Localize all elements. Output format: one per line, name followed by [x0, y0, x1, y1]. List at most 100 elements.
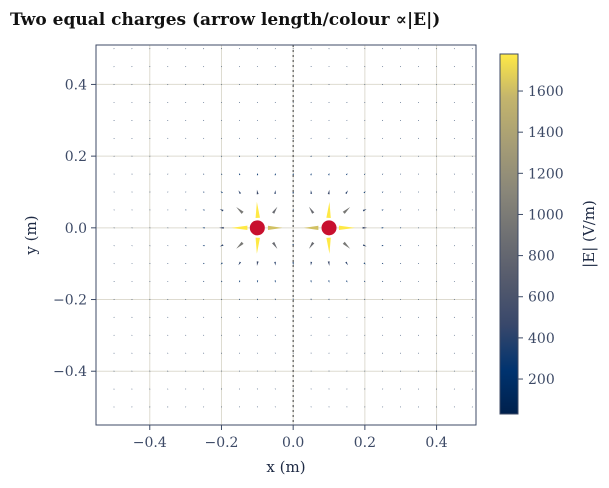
field-arrow: [435, 84, 437, 86]
field-arrow: [435, 191, 437, 193]
field-arrow: [149, 280, 151, 282]
field-arrow: [471, 173, 473, 175]
field-arrow: [219, 209, 224, 212]
colorbar: [500, 54, 518, 414]
field-arrow: [274, 406, 276, 408]
field-arrow: [471, 155, 473, 157]
field-arrow: [202, 209, 205, 211]
field-arrow: [255, 201, 260, 219]
field-arrow: [435, 263, 437, 265]
field-arrow: [471, 298, 473, 300]
field-arrow: [256, 189, 259, 195]
field-arrow: [185, 388, 187, 390]
field-arrow: [256, 48, 258, 50]
field-arrow: [471, 352, 473, 354]
field-arrow: [435, 352, 437, 354]
y-tick-label: 0.4: [65, 77, 87, 93]
field-arrow: [363, 173, 366, 176]
field-arrow: [167, 334, 169, 336]
field-arrow: [417, 66, 419, 68]
field-arrow: [203, 370, 205, 372]
colorbar-tick-label: 1200: [528, 166, 564, 182]
field-arrow: [203, 119, 205, 121]
x-tick-label: 0.0: [282, 435, 304, 451]
field-arrow: [292, 352, 294, 354]
field-arrow: [364, 316, 366, 318]
field-arrow: [435, 406, 437, 408]
field-arrow: [435, 119, 437, 121]
field-arrow: [363, 280, 366, 283]
field-arrow: [131, 137, 133, 139]
field-arrow: [256, 406, 258, 408]
y-tick-label: −0.2: [53, 293, 87, 309]
field-arrow: [131, 227, 133, 229]
field-arrow: [274, 137, 276, 139]
field-arrow: [292, 48, 294, 50]
field-arrow: [400, 173, 402, 175]
field-arrow: [346, 352, 348, 354]
field-arrow: [113, 388, 115, 390]
field-arrow: [418, 227, 420, 229]
field-arrow: [342, 241, 351, 249]
field-arrow: [274, 119, 276, 121]
field-arrow: [185, 137, 187, 139]
field-arrow: [345, 173, 348, 176]
x-tick-label: 0.4: [425, 435, 447, 451]
field-arrow: [417, 370, 419, 372]
field-arrow: [149, 227, 151, 229]
grid-lines: [96, 45, 476, 425]
field-arrow: [471, 406, 473, 408]
field-arrow: [185, 191, 187, 193]
colorbar-frame: [499, 53, 519, 415]
field-arrow: [471, 84, 473, 86]
field-arrow: [292, 173, 294, 176]
field-arrow: [328, 119, 330, 121]
field-arrow: [149, 102, 151, 104]
field-arrow: [471, 245, 473, 247]
field-arrow: [310, 352, 312, 354]
field-arrow: [113, 66, 115, 68]
field-arrow: [326, 237, 331, 254]
field-arrow: [221, 388, 223, 390]
field-arrow: [221, 137, 223, 139]
field-arrow: [131, 173, 133, 175]
field-arrow: [203, 137, 205, 139]
field-arrow: [364, 137, 366, 139]
field-arrow: [417, 84, 419, 86]
x-tick-label: −0.4: [133, 435, 167, 451]
field-arrow: [202, 191, 205, 193]
field-arrow: [238, 261, 242, 266]
field-arrow: [221, 155, 223, 157]
field-arrow: [453, 316, 455, 318]
field-arrow: [203, 173, 205, 175]
field-arrow: [382, 119, 384, 121]
field-arrow: [274, 261, 276, 266]
field-arrow: [221, 84, 223, 86]
field-arrow: [113, 406, 115, 408]
field-arrow: [274, 190, 276, 194]
field-arrow: [238, 280, 241, 283]
field-arrow: [327, 261, 330, 266]
field-arrow: [381, 262, 384, 265]
field-arrow: [364, 101, 366, 103]
field-arrow: [185, 119, 187, 121]
field-arrow: [131, 388, 133, 390]
field-arrow: [256, 83, 258, 85]
field-arrow: [202, 262, 205, 265]
field-arrow: [167, 263, 169, 265]
colorbar-tick-label: 600: [528, 290, 555, 306]
field-arrow: [418, 280, 420, 282]
field-arrow: [471, 137, 473, 139]
field-arrow: [274, 316, 276, 318]
field-arrow: [256, 388, 258, 390]
field-arrow: [113, 316, 115, 318]
field-arrow: [256, 172, 259, 176]
field-arrow: [203, 48, 205, 50]
field-arrow: [471, 227, 473, 229]
field-arrow: [382, 406, 384, 408]
field-arrow: [400, 209, 402, 211]
field-arrow: [221, 119, 223, 121]
field-arrow: [274, 298, 276, 301]
field-arrow: [417, 316, 419, 318]
field-arrow: [167, 370, 169, 372]
